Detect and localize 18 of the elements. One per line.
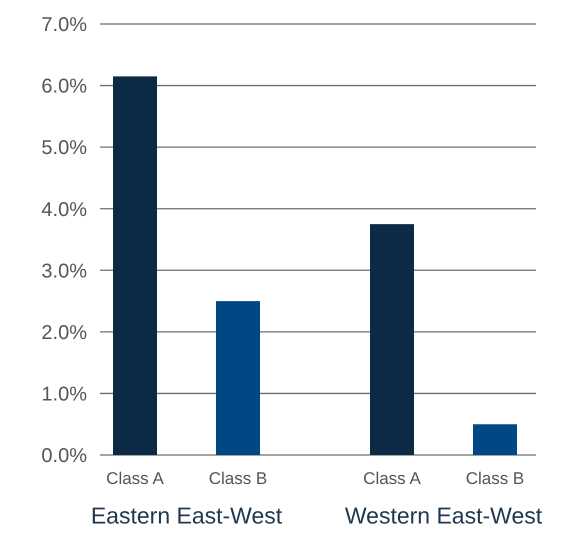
- bar: [473, 424, 517, 455]
- bar: [370, 224, 414, 455]
- x-tick-label: Western East-West: [344, 502, 543, 528]
- bar: [113, 76, 157, 455]
- bar: [216, 301, 260, 455]
- y-tick-label: 5.0%: [41, 137, 88, 160]
- series-label: Class A: [106, 469, 164, 488]
- y-tick-label: 4.0%: [41, 198, 88, 221]
- y-tick-label: 6.0%: [41, 76, 88, 98]
- text: Class A: [363, 469, 421, 488]
- y-tick-label: 2.0%: [41, 322, 88, 344]
- series-label: Class B: [466, 469, 524, 488]
- y-tick-label: 0.0%: [41, 445, 88, 468]
- text: Class B: [208, 469, 268, 488]
- y-tick-label: 1.0%: [41, 384, 88, 406]
- y-tick-label: 7.0%: [41, 14, 88, 36]
- x-tick-label: Eastern East-West: [90, 502, 283, 528]
- y-tick-label: 3.0%: [41, 260, 88, 282]
